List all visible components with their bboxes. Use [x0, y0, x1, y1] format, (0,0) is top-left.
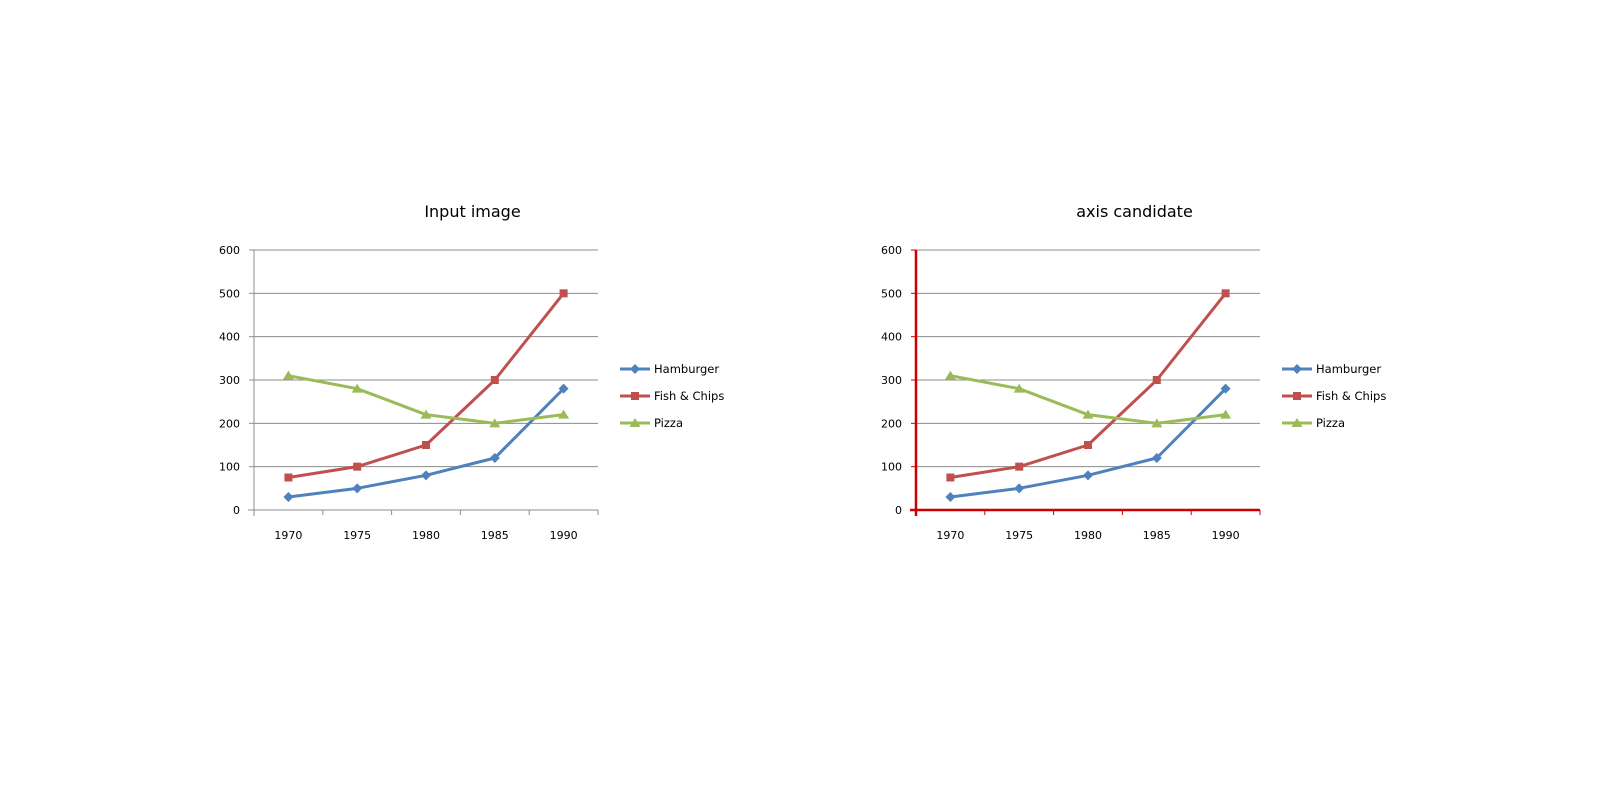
- series-line-fish-and-chips: [288, 292, 565, 479]
- data-point-hamburger: [945, 492, 956, 502]
- data-point-hamburger: [1014, 483, 1025, 494]
- data-point-pizza: [282, 370, 294, 380]
- legend-label-hamburger: Hamburger: [654, 362, 719, 376]
- x-tick-label: 1980: [1074, 529, 1102, 542]
- y-tick-label: 500: [219, 287, 240, 300]
- data-point-hamburger: [558, 383, 569, 394]
- data-point-pizza: [489, 418, 501, 428]
- data-point-pizza: [944, 370, 956, 380]
- data-point-fish-and-chips: [422, 441, 430, 449]
- data-point-fish-and-chips: [490, 376, 499, 384]
- x-tick-label: 1980: [412, 529, 440, 542]
- y-tick-label: 200: [219, 417, 240, 430]
- y-tick-label: 200: [881, 417, 902, 430]
- legend-label-pizza: Pizza: [654, 416, 683, 430]
- y-tick-label: 400: [219, 331, 240, 344]
- data-point-hamburger: [1083, 470, 1093, 481]
- y-tick-label: 0: [895, 504, 902, 517]
- x-tick-label: 1970: [274, 529, 302, 542]
- chart-panel-axis-candidate: axis candidate 0 100 200 300 400 500 600 1970 19…: [862, 190, 1442, 560]
- chart-title: Input image: [424, 202, 521, 221]
- data-point-hamburger: [1220, 383, 1231, 394]
- data-point-fish-and-chips: [1152, 376, 1161, 384]
- y-tick-label: 300: [881, 374, 902, 387]
- y-tick-label: 400: [881, 331, 902, 344]
- legend-marker-fish-and-chips: [631, 392, 639, 400]
- legend-label-fish-and-chips: Fish & Chips: [1316, 389, 1386, 403]
- chart-title: axis candidate: [1076, 202, 1193, 221]
- x-tick-label: 1975: [1005, 529, 1033, 542]
- legend-marker-hamburger: [630, 364, 640, 374]
- data-point-pizza: [1151, 418, 1163, 428]
- data-point-fish-and-chips: [946, 473, 955, 482]
- data-point-fish-and-chips: [559, 289, 568, 298]
- data-point-hamburger: [1151, 453, 1162, 463]
- data-point-hamburger: [421, 470, 431, 481]
- data-point-pizza: [1220, 409, 1232, 419]
- data-point-fish-and-chips: [353, 462, 362, 471]
- legend-label-fish-and-chips: Fish & Chips: [654, 389, 724, 403]
- data-point-pizza: [420, 409, 432, 419]
- x-tick-label: 1990: [550, 529, 578, 542]
- x-tick-label: 1985: [481, 529, 509, 542]
- data-point-fish-and-chips: [1015, 462, 1024, 471]
- y-tick-label: 600: [219, 244, 240, 257]
- x-tick-label: 1970: [936, 529, 964, 542]
- y-tick-label: 100: [881, 461, 902, 474]
- data-point-hamburger: [489, 453, 500, 463]
- y-tick-label: 600: [881, 244, 902, 257]
- data-point-pizza: [1013, 383, 1025, 393]
- legend-label-hamburger: Hamburger: [1316, 362, 1381, 376]
- x-tick-label: 1985: [1143, 529, 1171, 542]
- x-tick-label: 1990: [1212, 529, 1240, 542]
- legend-label-pizza: Pizza: [1316, 416, 1345, 430]
- data-point-pizza: [351, 383, 363, 393]
- chart-panel-input: Input image 0 100 200 300 400 500 600 1970 1975 1…: [200, 190, 780, 560]
- data-point-hamburger: [352, 483, 363, 494]
- legend-marker-pizza: [1291, 418, 1303, 427]
- data-point-hamburger: [283, 492, 294, 502]
- legend-marker-pizza: [629, 418, 641, 427]
- data-point-pizza: [558, 409, 570, 419]
- legend-marker-fish-and-chips: [1293, 392, 1301, 400]
- line-chart-axis-candidate: 0 100 200 300 400 500 600 1970 1975 1980 1985 1990 H…: [881, 244, 1386, 542]
- x-tick-label: 1975: [343, 529, 371, 542]
- data-point-fish-and-chips: [1221, 289, 1230, 298]
- y-tick-label: 100: [219, 461, 240, 474]
- data-point-fish-and-chips: [1084, 441, 1092, 449]
- y-tick-label: 300: [219, 374, 240, 387]
- data-point-pizza: [1082, 409, 1094, 419]
- y-tick-label: 500: [881, 287, 902, 300]
- data-point-fish-and-chips: [284, 473, 293, 482]
- y-tick-label: 0: [233, 504, 240, 517]
- series-line-fish-and-chips: [950, 292, 1227, 479]
- legend-marker-hamburger: [1292, 364, 1302, 374]
- line-chart-input: 0 100 200 300 400 500 600 1970 1975 1980 1985 1990 H…: [219, 244, 724, 542]
